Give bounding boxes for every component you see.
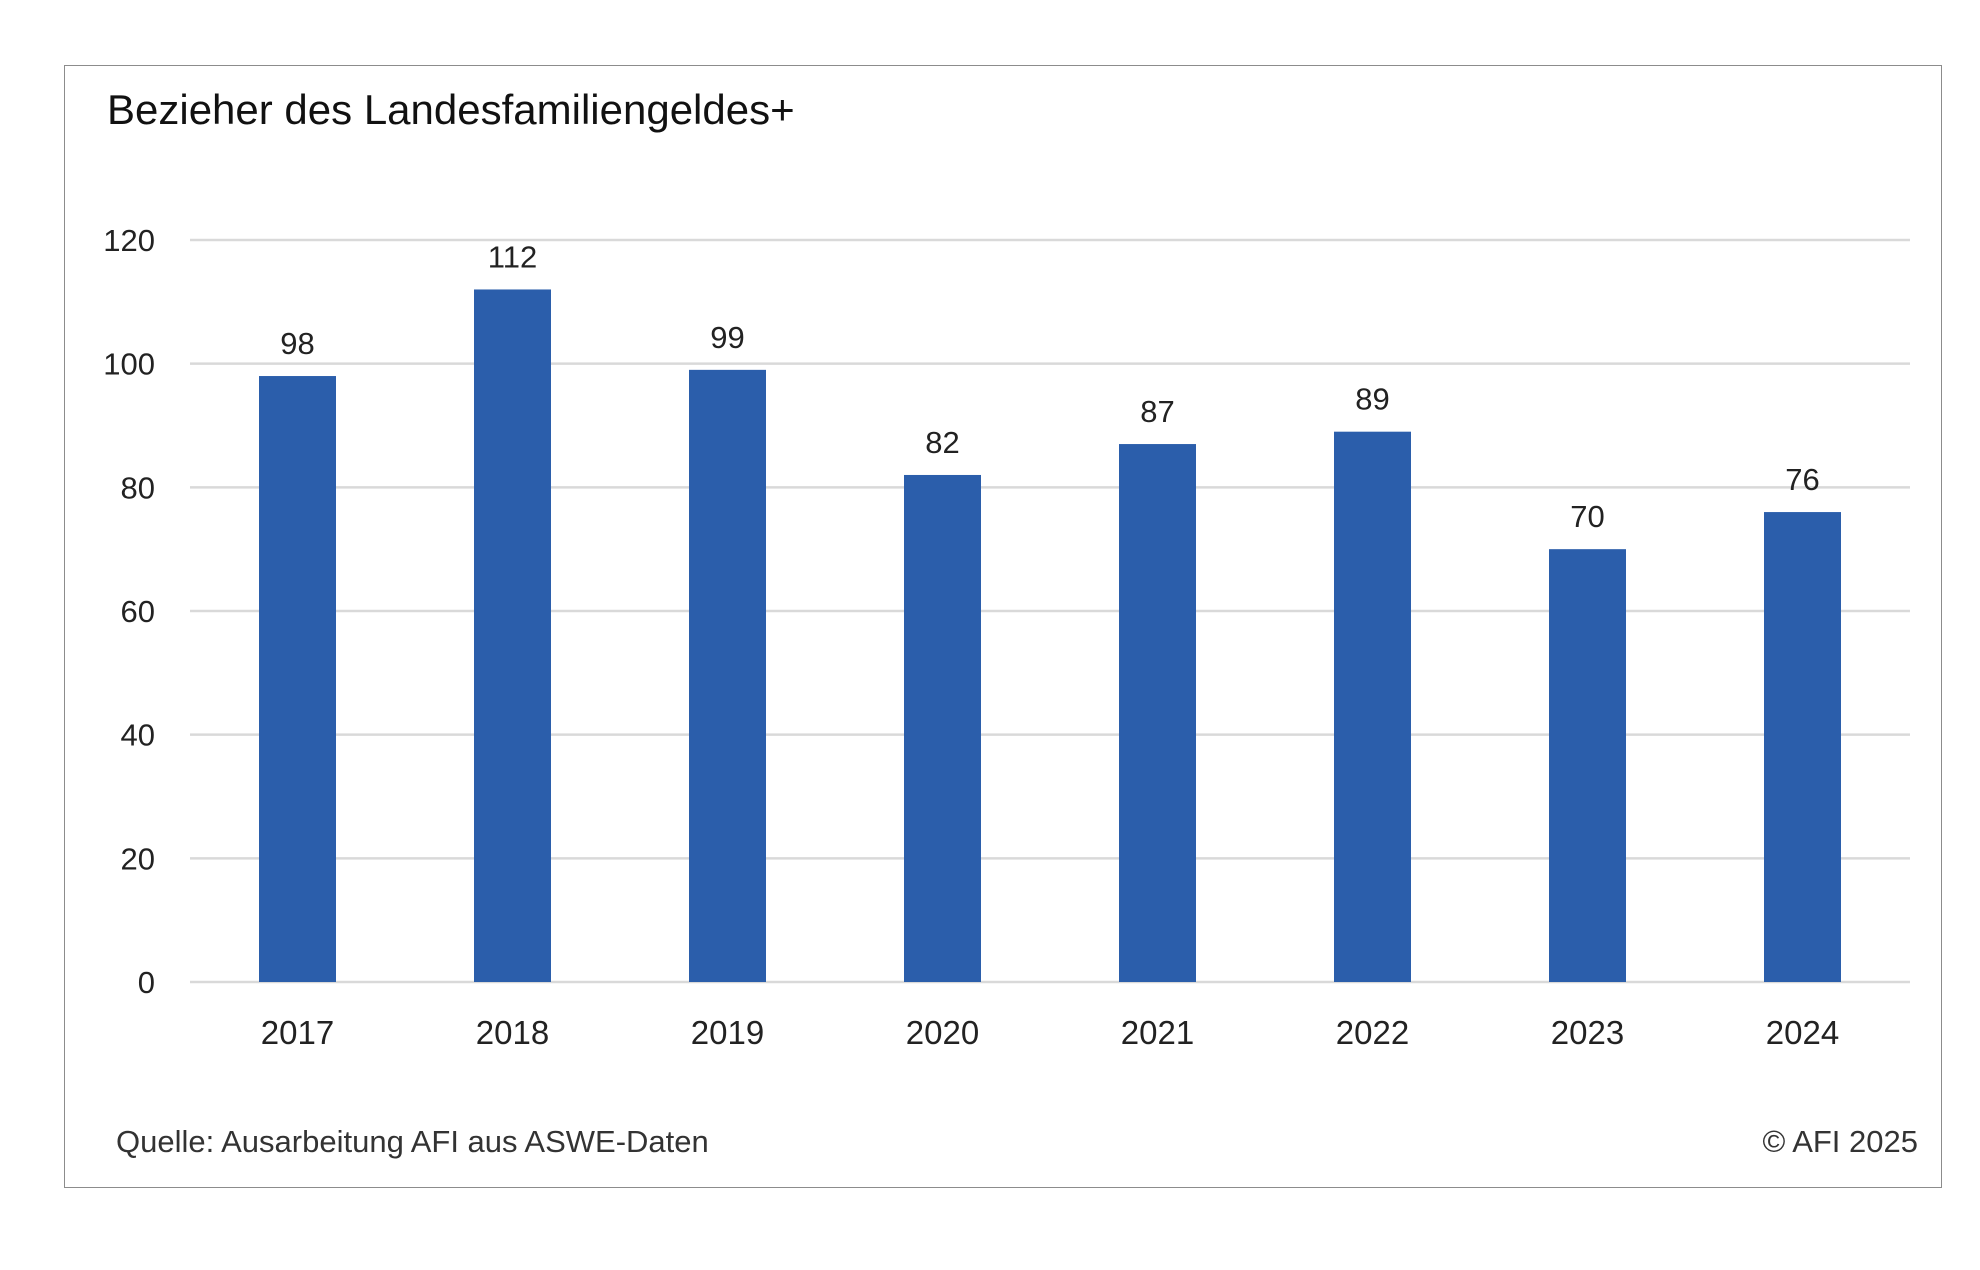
bar-2024 — [1764, 512, 1841, 982]
data-label: 98 — [280, 326, 314, 361]
bar-2023 — [1549, 549, 1626, 982]
y-tick-label: 80 — [121, 470, 155, 505]
bar-2017 — [259, 376, 336, 982]
x-category-label: 2021 — [1121, 1014, 1194, 1051]
y-tick-label: 100 — [103, 347, 155, 382]
data-label: 70 — [1570, 499, 1604, 534]
copyright-note: © AFI 2025 — [1762, 1124, 1918, 1159]
bar-2018 — [474, 289, 551, 982]
chart-title: Bezieher des Landesfamiliengeldes+ — [107, 86, 795, 133]
bar-2019 — [689, 369, 766, 983]
data-label: 89 — [1355, 382, 1389, 417]
data-label: 99 — [710, 320, 744, 355]
bars — [259, 289, 1841, 983]
data-label: 76 — [1785, 462, 1819, 497]
grid-lines — [190, 238, 1910, 984]
x-category-label: 2023 — [1551, 1014, 1624, 1051]
chart-frame — [64, 65, 1942, 1188]
source-note: Quelle: Ausarbeitung AFI aus ASWE-Daten — [116, 1124, 709, 1159]
y-tick-label: 40 — [121, 718, 155, 753]
x-category-label: 2017 — [261, 1014, 334, 1051]
y-tick-label: 120 — [103, 223, 155, 258]
x-category-label: 2020 — [906, 1014, 979, 1051]
data-label: 82 — [925, 425, 959, 460]
y-tick-label: 60 — [121, 594, 155, 629]
x-axis-categories: 2017 2018 2019 2020 2021 2022 2023 2024 — [261, 1014, 1839, 1051]
x-category-label: 2018 — [476, 1014, 549, 1051]
data-label: 112 — [488, 239, 537, 274]
y-axis-ticks: 0 20 40 60 80 100 120 — [103, 223, 155, 1000]
y-tick-label: 20 — [121, 841, 155, 876]
data-label: 87 — [1140, 394, 1174, 429]
bar-2022 — [1334, 431, 1411, 982]
x-category-label: 2019 — [691, 1014, 764, 1051]
x-category-label: 2024 — [1766, 1014, 1839, 1051]
bar-2021 — [1119, 444, 1196, 982]
bar-2020 — [904, 474, 981, 982]
y-tick-label: 0 — [138, 965, 155, 1000]
data-labels: 98 112 99 82 87 89 70 76 — [280, 239, 1819, 534]
x-category-label: 2022 — [1336, 1014, 1409, 1051]
